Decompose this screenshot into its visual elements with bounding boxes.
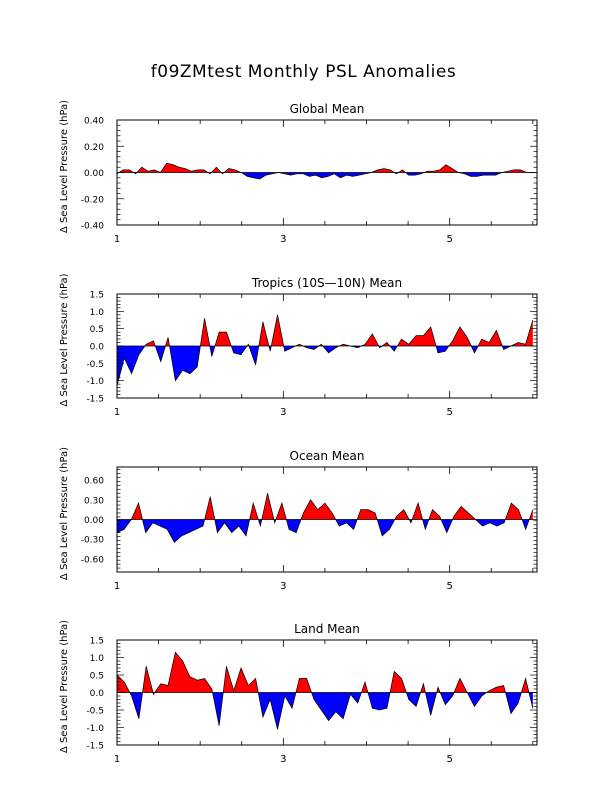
y-tick-label: -0.20 xyxy=(81,195,105,205)
x-tick-label: 3 xyxy=(280,754,286,765)
y-tick-label: 1.0 xyxy=(90,308,105,318)
x-tick-label: 3 xyxy=(280,407,286,418)
chart-panel-1: 1 3 5 -0.40 -0.20 0.00 0.20 0.40 Global Mean Δ Se… xyxy=(59,100,538,245)
y-tick-label: 0.5 xyxy=(90,325,104,335)
y-tick-label: -1.0 xyxy=(86,377,104,387)
y-tick-label: 1.5 xyxy=(90,291,104,301)
positive-anomaly-area xyxy=(117,652,529,693)
negative-anomaly-area xyxy=(129,692,533,730)
negative-anomaly-area xyxy=(117,519,530,543)
y-tick-label: -0.60 xyxy=(81,555,105,565)
series-line xyxy=(116,651,534,730)
x-tick-label: 3 xyxy=(280,581,286,592)
y-tick-label: 0.00 xyxy=(84,516,104,526)
y-tick-label: 0.0 xyxy=(90,689,105,699)
x-tick-label: 3 xyxy=(280,234,286,245)
series-line xyxy=(116,314,534,386)
x-tick-label: 1 xyxy=(114,407,120,418)
x-tick-label: 1 xyxy=(114,754,120,765)
positive-anomaly-area xyxy=(119,163,533,173)
positive-anomaly-area xyxy=(131,493,533,520)
x-tick-label: 5 xyxy=(446,234,452,245)
y-tick-label: -0.5 xyxy=(86,360,104,370)
series-line xyxy=(116,493,534,544)
negative-anomaly-area xyxy=(117,172,502,180)
y-axis-label: Δ Sea Level Pressure (hPa) xyxy=(59,100,70,233)
y-tick-label: -1.5 xyxy=(86,395,104,405)
x-tick-label: 5 xyxy=(446,754,452,765)
y-axis-label: Δ Sea Level Pressure (hPa) xyxy=(59,273,70,406)
y-tick-label: -1.0 xyxy=(86,724,104,734)
chart-panel-4: 1 3 5 -1.5 -1.0 -0.5 0.0 0.5 1.0 1.5 Land Mean Δ Se… xyxy=(59,620,538,765)
page-title: f09ZMtest Monthly PSL Anomalies xyxy=(150,62,457,82)
y-axis-label: Δ Sea Level Pressure (hPa) xyxy=(59,620,70,753)
y-tick-label: 0.5 xyxy=(90,672,104,682)
y-tick-label: 0.60 xyxy=(84,477,104,487)
y-axis-label: Δ Sea Level Pressure (hPa) xyxy=(59,447,70,580)
chart-title: Tropics (10S—10N) Mean xyxy=(251,276,402,290)
y-tick-label: 0.30 xyxy=(84,496,104,506)
y-tick-label: 0.20 xyxy=(84,143,104,153)
y-tick-label: 0.0 xyxy=(90,343,105,353)
positive-anomaly-area xyxy=(144,314,533,346)
x-tick-label: 5 xyxy=(446,581,452,592)
plot-frame xyxy=(116,466,538,573)
y-tick-label: 1.5 xyxy=(90,637,104,647)
x-tick-label: 5 xyxy=(446,407,452,418)
y-tick-label: -0.30 xyxy=(81,536,105,546)
x-tick-label: 1 xyxy=(114,234,120,245)
y-tick-label: -0.5 xyxy=(86,707,104,717)
chart-title: Global Mean xyxy=(290,102,365,116)
y-tick-label: 0.40 xyxy=(84,117,104,127)
chart-title: Land Mean xyxy=(294,622,360,636)
y-tick-label: 1.0 xyxy=(90,654,105,664)
series-line xyxy=(116,162,533,180)
y-tick-label: -0.40 xyxy=(81,222,105,232)
chart-panel-3: 1 3 5 -0.60 -0.30 0.00 0.30 0.60 Ocean Mean Δ Sea… xyxy=(59,447,538,592)
x-tick-label: 1 xyxy=(114,581,120,592)
chart-panel-2: 1 3 5 -1.5 -1.0 -0.5 0.0 0.5 1.0 1.5 Tropics (10S—… xyxy=(59,273,538,418)
negative-anomaly-area xyxy=(117,346,511,386)
chart-title: Ocean Mean xyxy=(290,449,365,463)
y-tick-label: -1.5 xyxy=(86,742,104,752)
y-tick-label: 0.00 xyxy=(84,169,104,179)
